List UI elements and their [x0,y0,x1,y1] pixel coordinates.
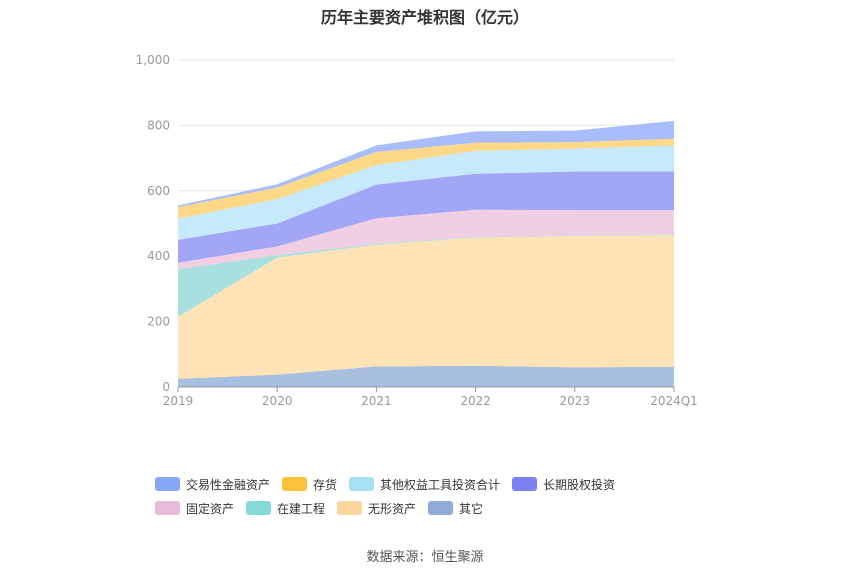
legend-label: 在建工程 [277,501,326,516]
chart-title: 历年主要资产堆积图（亿元） [320,8,529,27]
legend-item[interactable]: 长期股权投资 [512,472,615,496]
legend: 交易性金融资产 存货 其他权益工具投资合计 长期股权投资固定资产 在建工程 无形资产 其它 [155,472,715,520]
area-交易性金融资产 [178,120,674,208]
legend-swatch [428,501,454,515]
axes: 0 200 400 600 800 1,000 2019 2020 2021 2022 2023 20… [136,53,698,408]
y-tick-label: 400 [147,249,170,263]
legend-label: 存货 [313,477,338,492]
y-tick-label: 1,000 [136,53,170,67]
legend-label: 其他权益工具投资合计 [380,477,501,492]
area-其它 [178,365,674,387]
legend-label: 长期股权投资 [543,477,616,492]
legend-item[interactable]: 存货 [282,472,337,496]
legend-swatch [282,477,308,491]
legend-item[interactable]: 在建工程 [246,496,325,520]
x-tick-label: 2024Q1 [650,394,698,408]
x-tick-label: 2020 [262,394,293,408]
x-tick-label: 2021 [361,394,392,408]
legend-swatch [155,477,180,491]
legend-swatch [349,477,375,491]
legend-swatch [246,501,272,515]
area-固定资产 [178,209,674,270]
area-存货 [178,138,674,219]
legend-item[interactable]: 固定资产 [155,496,234,520]
legend-item[interactable]: 交易性金融资产 [155,472,270,496]
legend-swatch [337,501,363,515]
x-tick-label: 2023 [560,394,591,408]
legend-swatch [512,477,538,491]
legend-label: 固定资产 [186,501,235,516]
area-其他权益工具投资合计 [178,145,674,240]
legend-label: 交易性金融资产 [186,477,271,492]
y-tick-label: 600 [147,184,170,198]
stacked-area-chart: 0 200 400 600 800 1,000 2019 2020 2021 2022 2023 20… [136,53,698,408]
legend-label: 无形资产 [368,501,417,516]
y-tick-label: 0 [162,380,170,394]
x-tick-label: 2019 [163,394,194,408]
y-tick-label: 200 [147,315,170,329]
area-无形资产 [178,235,674,379]
y-tick-label: 800 [147,118,170,132]
legend-item[interactable]: 其他权益工具投资合计 [349,472,500,496]
legend-label: 其它 [459,501,484,516]
legend-item[interactable]: 无形资产 [337,496,416,520]
x-tick-label: 2022 [460,394,491,408]
area-长期股权投资 [178,171,674,263]
area-series [178,120,674,387]
legend-swatch [155,501,180,515]
legend-item[interactable]: 其它 [428,496,483,520]
data-source: 数据来源：恒生聚源 [366,550,484,565]
